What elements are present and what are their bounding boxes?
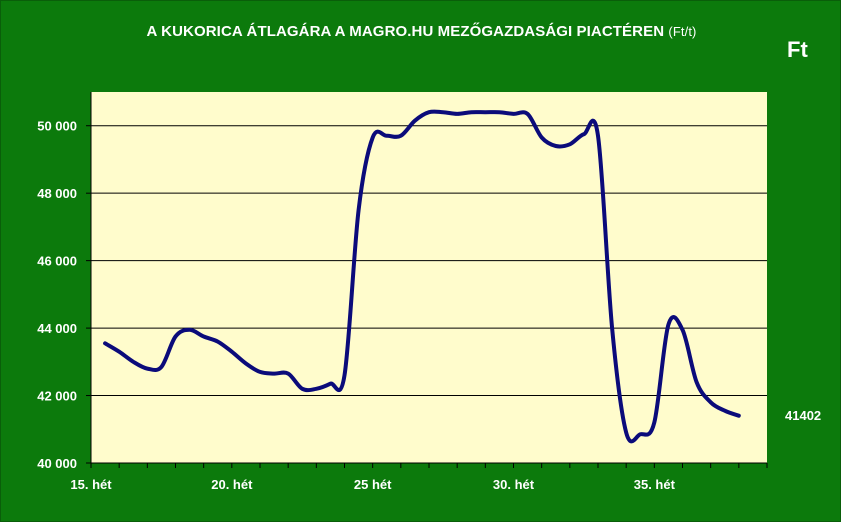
- x-tick-label: 15. hét: [70, 477, 112, 492]
- x-tick-label: 35. hét: [634, 477, 676, 492]
- chart-title-text: A KUKORICA ÁTLAGÁRA A MAGRO.HU MEZŐGAZDA…: [146, 23, 665, 40]
- y-tick-label: 40 000: [37, 456, 77, 471]
- grid-layer: [91, 125, 767, 397]
- currency-label: Ft: [787, 37, 808, 62]
- y-tick-label: 48 000: [37, 186, 77, 201]
- series-layer: [103, 109, 741, 444]
- x-tick-label: 20. hét: [211, 477, 253, 492]
- y-tick-label: 46 000: [37, 254, 77, 269]
- chart-title-unit: (Ft/t): [668, 24, 697, 39]
- y-tick-label: 44 000: [37, 321, 77, 336]
- plot-area: [91, 92, 767, 463]
- y-tick-label: 50 000: [37, 119, 77, 134]
- axis-layer: 40 000 42 000 44 000 46 000 48 000 50 000 15. …: [37, 92, 768, 492]
- x-tick-label: 30. hét: [493, 477, 535, 492]
- x-tick-label: 25 hét: [354, 477, 392, 492]
- series-line: [103, 109, 741, 444]
- chart-title: A KUKORICA ÁTLAGÁRA A MAGRO.HU MEZŐGAZDA…: [1, 23, 841, 40]
- y-tick-label: 42 000: [37, 389, 77, 404]
- last-value-label: 41402: [785, 408, 822, 423]
